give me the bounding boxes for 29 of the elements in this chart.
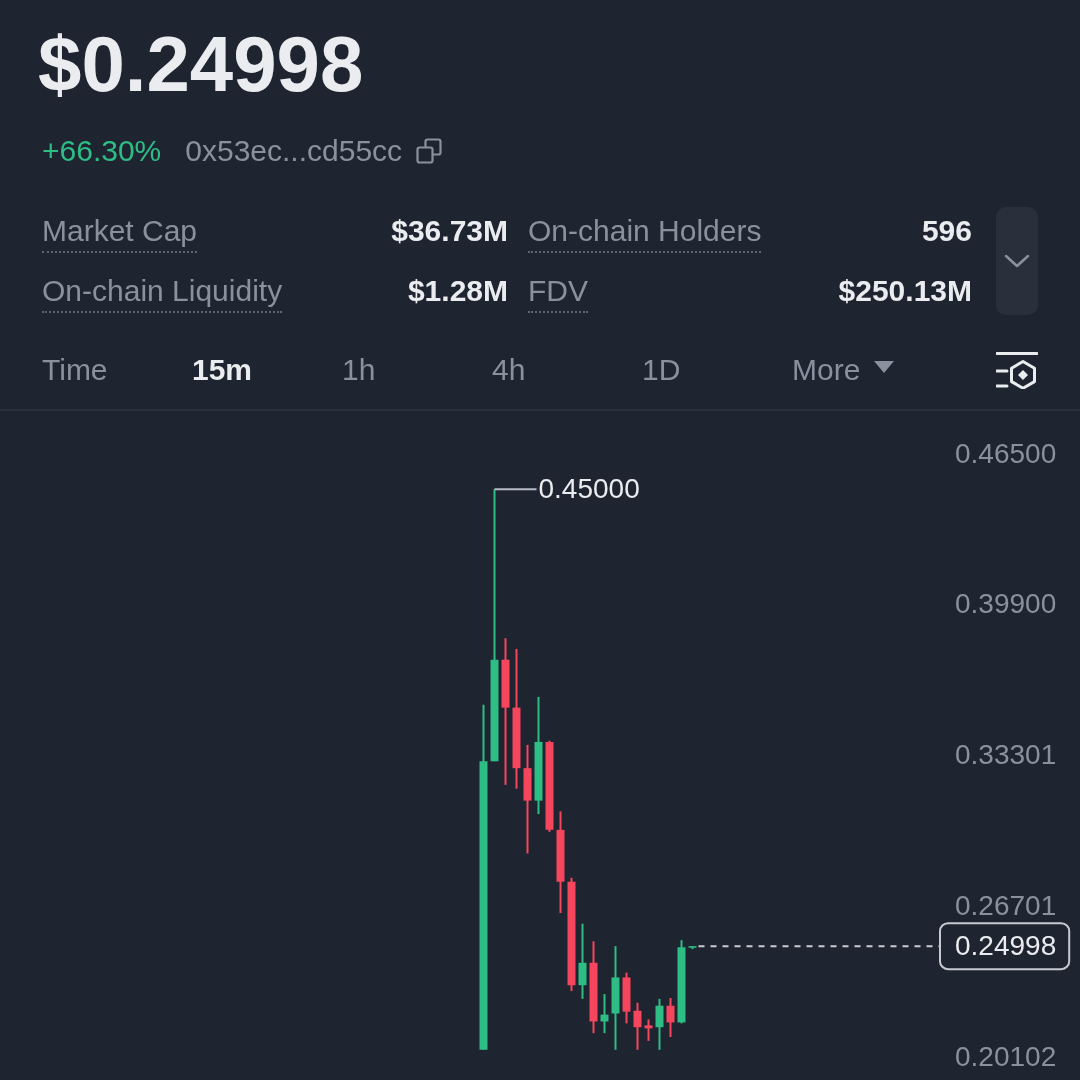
candlestick (655, 997, 664, 1051)
text: 4h (492, 353, 526, 387)
text: 0x53ec...cd55cc (185, 134, 403, 168)
text: On-chain Liquidity (42, 274, 283, 313)
y-tick-label: 0.39900 (955, 588, 1057, 620)
candlestick (633, 1001, 642, 1051)
y-tick-label: 0.20102 (955, 1040, 1057, 1072)
text: FDV (528, 274, 588, 313)
text: More (792, 353, 861, 387)
candlestick (578, 922, 587, 1000)
text: +66.30% (42, 134, 162, 168)
text: $1.28M (407, 274, 508, 308)
ref-line-label: 0.24998 (955, 929, 1057, 961)
text: 1h (342, 353, 376, 387)
annotation: 0.45000 (538, 472, 640, 504)
candlestick (666, 996, 675, 1039)
text: 596 (921, 214, 972, 248)
text: $250.13M (838, 274, 972, 308)
y-tick-label: 0.46500 (955, 437, 1057, 469)
text: $36.73M (391, 214, 508, 248)
y-tick-label: 0.26701 (955, 889, 1057, 921)
text: 15m (192, 353, 253, 387)
text: On-chain Holders (528, 214, 762, 253)
text: Market Cap (42, 214, 198, 253)
text: 1D (642, 353, 681, 387)
text: Time (42, 353, 108, 387)
candlestick (644, 1018, 653, 1042)
text: $0.24998 (38, 19, 364, 110)
y-tick-label: 0.33301 (955, 739, 1057, 771)
